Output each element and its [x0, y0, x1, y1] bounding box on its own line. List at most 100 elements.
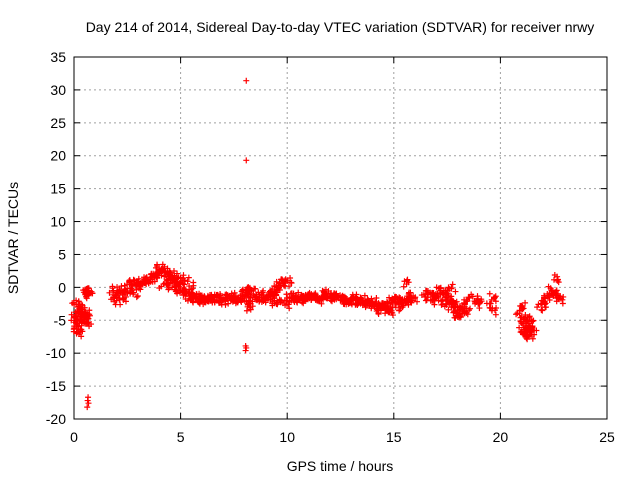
data-point [185, 274, 192, 281]
data-point [75, 325, 82, 332]
data-point [431, 301, 438, 308]
data-point [399, 304, 406, 311]
data-point [291, 296, 298, 303]
data-point [248, 286, 255, 293]
data-point [443, 297, 450, 304]
data-point [459, 305, 466, 312]
data-point [275, 284, 282, 291]
plot-frame [73, 56, 608, 420]
data-point [190, 282, 197, 289]
data-point [179, 280, 186, 287]
data-point [85, 400, 92, 407]
data-point [476, 305, 483, 312]
y-tick-label: 25 [50, 115, 66, 131]
data-point [523, 335, 530, 342]
data-point [116, 286, 123, 293]
data-point [486, 290, 493, 297]
data-point [135, 280, 142, 287]
data-point [190, 299, 197, 306]
data-point [126, 287, 133, 294]
data-point [285, 283, 292, 290]
x-tick-label: 20 [493, 429, 509, 445]
data-point [467, 305, 474, 312]
data-point [364, 296, 371, 303]
data-point [114, 289, 121, 296]
data-point [154, 261, 161, 268]
data-point [440, 291, 447, 298]
x-axis-label: GPS time / hours [287, 458, 394, 474]
data-point [368, 305, 375, 312]
data-point [557, 293, 564, 300]
data-point [208, 294, 215, 301]
data-point [492, 298, 499, 305]
data-point [271, 288, 278, 295]
data-point [400, 283, 407, 290]
data-point [83, 320, 90, 327]
data-point [137, 283, 144, 290]
data-point [413, 298, 420, 305]
data-point [112, 292, 119, 299]
data-point [538, 306, 545, 313]
data-point [349, 291, 356, 298]
data-point [161, 273, 168, 280]
data-point [448, 285, 455, 292]
data-point [491, 307, 498, 314]
data-point [377, 305, 384, 312]
data-point [355, 300, 362, 307]
data-point [420, 291, 427, 298]
data-point [130, 291, 137, 298]
data-point [252, 285, 259, 292]
data-point [211, 297, 218, 304]
data-point [176, 287, 183, 294]
data-point [444, 287, 451, 294]
data-point [535, 301, 542, 308]
data-point [531, 331, 538, 338]
data-point [463, 298, 470, 305]
data-point [389, 312, 396, 319]
data-point [382, 310, 389, 317]
data-point [225, 300, 232, 307]
data-point [174, 270, 181, 277]
data-point [552, 288, 559, 295]
data-point [112, 301, 119, 308]
data-point [449, 297, 456, 304]
data-point [522, 324, 529, 331]
data-point [527, 322, 534, 329]
data-point [407, 293, 414, 300]
y-tick-label: 35 [50, 49, 66, 65]
data-point [530, 317, 537, 324]
data-point [553, 294, 560, 301]
data-point [182, 290, 189, 297]
data-point [243, 344, 250, 351]
data-point [127, 285, 134, 292]
y-axis-label: SDTVAR / TECUs [5, 182, 21, 294]
data-point [547, 285, 554, 292]
data-point [442, 300, 449, 307]
data-point [153, 271, 160, 278]
data-point [109, 283, 116, 290]
y-tick-label: -20 [46, 411, 66, 427]
data-point [555, 279, 562, 286]
data-point [143, 277, 150, 284]
data-point [519, 329, 526, 336]
data-point [474, 293, 481, 300]
data-point [445, 284, 452, 291]
data-point [475, 299, 482, 306]
data-point [286, 299, 293, 306]
data-point [445, 292, 452, 299]
data-point [407, 298, 414, 305]
x-tick-label: 10 [279, 429, 295, 445]
y-tick-label: 0 [58, 279, 66, 295]
data-point [85, 394, 92, 401]
data-point [551, 272, 558, 279]
data-points [68, 77, 567, 411]
data-point [423, 287, 430, 294]
data-point [551, 276, 558, 283]
data-point [253, 293, 260, 300]
data-point [133, 294, 140, 301]
data-point [386, 309, 393, 316]
y-tick-label: 10 [50, 214, 66, 230]
y-tick-label: -5 [54, 312, 67, 328]
data-point [464, 311, 471, 318]
data-point [75, 303, 82, 310]
